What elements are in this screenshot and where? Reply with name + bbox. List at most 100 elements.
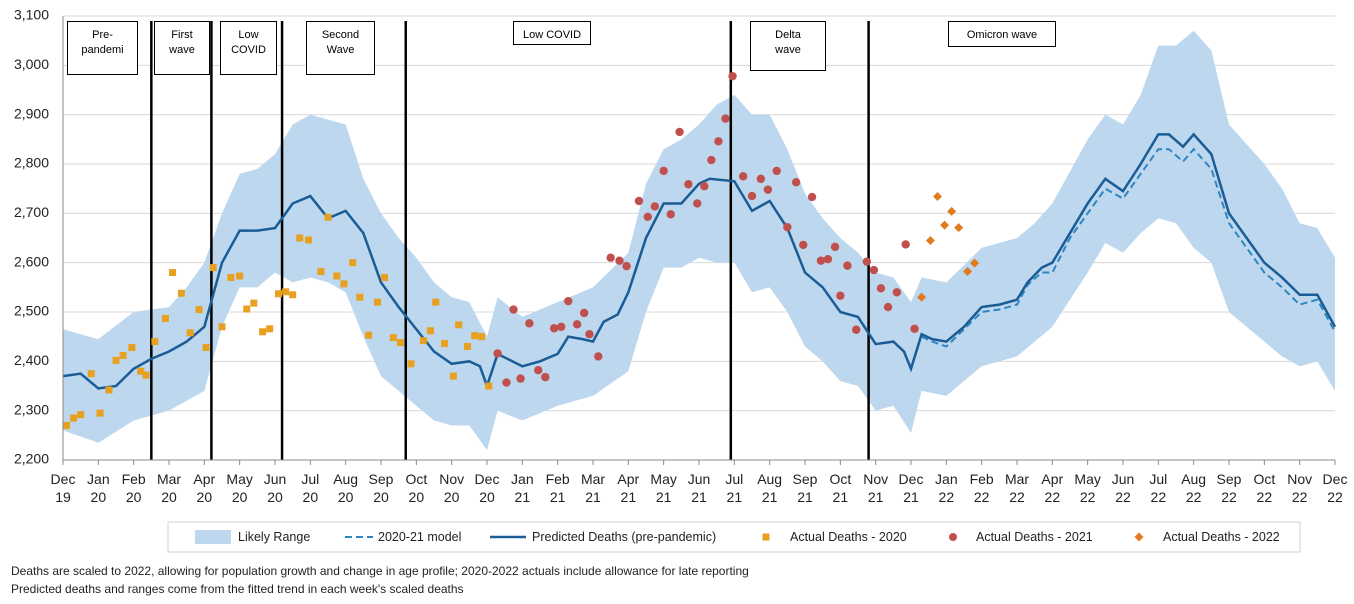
point-2020 — [333, 272, 341, 280]
y-tick-label: 2,800 — [14, 155, 49, 171]
point-2020 — [365, 331, 373, 339]
point-2021 — [557, 322, 566, 331]
point-2020 — [161, 314, 169, 322]
point-2020 — [259, 328, 267, 336]
y-tick-label: 3,100 — [14, 7, 49, 23]
x-tick-label: Mar 21 — [580, 471, 606, 505]
x-tick-label: Jul 22 — [1149, 471, 1168, 505]
y-tick-label: 2,600 — [14, 253, 49, 269]
x-tick-label: Nov 22 — [1287, 471, 1313, 505]
x-tick-label: Mar 20 — [156, 471, 182, 505]
annotation-box: Omicron wave — [948, 21, 1056, 47]
legend-label: Likely Range — [238, 530, 311, 544]
point-2021 — [502, 378, 511, 387]
point-2022 — [933, 192, 942, 202]
point-2021 — [714, 137, 723, 146]
x-tick-label: Aug 22 — [1181, 471, 1207, 505]
point-2020 — [349, 259, 357, 267]
x-tick-label: Jul 21 — [725, 471, 744, 505]
point-2020 — [381, 273, 389, 281]
point-2021 — [763, 185, 773, 194]
point-2020 — [236, 272, 244, 280]
x-tick-label: Jun 20 — [263, 471, 287, 505]
annotation-box: Second Wave — [306, 21, 375, 75]
x-tick-label: Jan 22 — [935, 471, 958, 505]
legend-label: Predicted Deaths (pre-pandemic) — [532, 530, 717, 544]
x-tick-label: May 20 — [226, 471, 253, 505]
x-tick-label: Nov 20 — [439, 471, 465, 505]
point-2021 — [606, 253, 615, 262]
point-2021 — [675, 127, 684, 137]
x-tick-label: Jul 20 — [301, 471, 320, 505]
point-2021 — [707, 155, 716, 165]
predicted-line — [62, 132, 1337, 390]
y-tick-label: 2,900 — [14, 105, 49, 121]
point-2020 — [63, 421, 71, 429]
point-2021 — [892, 288, 902, 297]
point-2020 — [464, 343, 472, 351]
point-2020 — [441, 340, 449, 348]
point-2021 — [728, 71, 737, 81]
model-line — [921, 147, 1336, 348]
point-2021 — [783, 222, 792, 232]
x-tick-label: Feb 21 — [545, 471, 570, 505]
annotation-text: First wave — [169, 29, 195, 56]
point-2020 — [77, 411, 85, 419]
x-tick-label: Mar 22 — [1004, 471, 1030, 505]
point-2020 — [275, 290, 283, 298]
point-2022 — [947, 206, 957, 216]
annotation-box: First wave — [154, 21, 210, 75]
y-tick-label: 2,400 — [14, 352, 49, 368]
point-2020 — [485, 382, 493, 390]
point-2021 — [747, 191, 757, 201]
x-tick-label: Jun 21 — [687, 471, 711, 505]
y-tick-label: 2,500 — [14, 303, 49, 319]
point-2020 — [426, 327, 434, 335]
point-2021 — [650, 202, 660, 211]
point-2020 — [169, 269, 177, 277]
point-2020 — [128, 344, 136, 352]
annotation-box: Low COVID — [513, 21, 591, 45]
point-2021 — [852, 325, 861, 334]
x-tick-label: Apr 22 — [1041, 471, 1064, 505]
annotation-text: Second Wave — [321, 29, 360, 56]
x-tick-label: Sep 21 — [792, 471, 818, 505]
point-2020 — [373, 298, 381, 306]
point-2021 — [525, 319, 534, 328]
legend-label: Actual Deaths - 2021 — [976, 530, 1093, 544]
point-2021 — [869, 265, 879, 275]
point-2020 — [96, 409, 104, 417]
point-2021 — [693, 199, 702, 208]
point-2020 — [186, 329, 194, 337]
point-2021 — [509, 305, 518, 314]
point-2021 — [659, 166, 668, 176]
point-2022 — [970, 258, 980, 268]
x-tick-label: Nov 21 — [863, 471, 889, 505]
y-tick-label: 2,300 — [14, 401, 49, 417]
point-2021 — [564, 296, 573, 306]
point-2020 — [296, 234, 304, 242]
point-2021 — [615, 256, 624, 265]
legend-label: Actual Deaths - 2022 — [1163, 530, 1280, 544]
point-2020 — [419, 337, 427, 345]
point-2022 — [925, 235, 935, 245]
point-2021 — [534, 366, 543, 375]
point-2021 — [643, 212, 652, 221]
point-2020 — [105, 386, 113, 394]
x-tick-label: Aug 21 — [757, 471, 783, 505]
point-2022 — [963, 267, 973, 277]
point-2020 — [471, 332, 479, 340]
legend-swatch — [762, 533, 770, 541]
x-tick-label: Apr 21 — [617, 471, 640, 505]
point-2021 — [772, 166, 781, 176]
point-2020 — [305, 236, 313, 244]
point-2020 — [356, 293, 364, 301]
point-2020 — [137, 367, 145, 375]
annotation-text: Pre-pandemi — [81, 29, 124, 56]
point-2020 — [142, 371, 150, 379]
x-tick-label: Oct 21 — [829, 471, 852, 505]
annotation-box: Delta wave — [750, 21, 826, 71]
annotation-text: Low COVID — [231, 29, 266, 56]
legend-label: Actual Deaths - 2020 — [790, 530, 907, 544]
